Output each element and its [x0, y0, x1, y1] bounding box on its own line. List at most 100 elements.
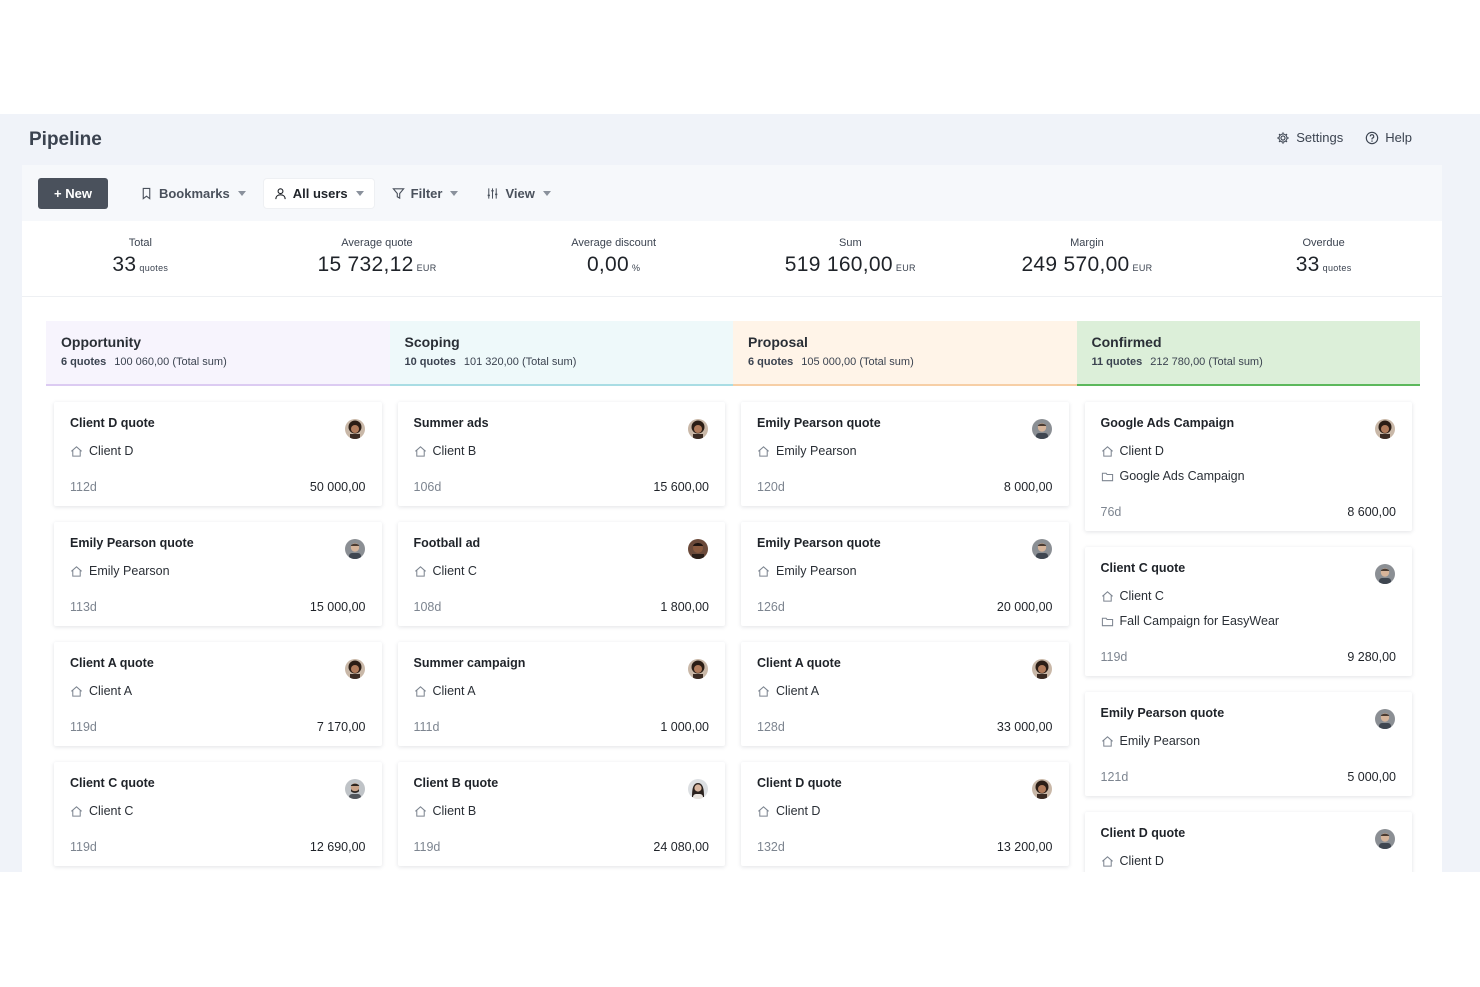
quote-card[interactable]: Client D quote Client D: [1084, 812, 1412, 872]
column-title: Confirmed: [1091, 334, 1162, 350]
avatar: [344, 659, 365, 679]
column-header[interactable]: Opportunity 6 quotes 100 060,00 (Total sum…: [46, 321, 390, 386]
avatar: [1031, 539, 1052, 559]
pipeline-board: Opportunity 6 quotes 100 060,00 (Total sum…: [46, 321, 1420, 872]
client-name: Client C: [432, 564, 477, 578]
client-name: Client D: [776, 804, 821, 818]
quote-card[interactable]: Client B quote Client B 119d 24 080,00: [397, 762, 725, 866]
top-links: Settings Help: [1276, 130, 1412, 145]
quote-card[interactable]: Client C quote Client C 119d 12 690,00: [54, 762, 382, 866]
view-dropdown[interactable]: View: [476, 179, 560, 208]
quote-card[interactable]: Football ad Client C 108d 1 800,00: [397, 522, 725, 626]
quote-card[interactable]: Emily Pearson quote Emily Pearson 113d 15 0…: [54, 522, 382, 626]
bookmarks-label: Bookmarks: [158, 185, 230, 201]
column-header[interactable]: Scoping 10 quotes 101 320,00 (Total sum): [389, 321, 733, 386]
card-amount: 13 200,00: [996, 840, 1053, 854]
card-amount: 12 690,00: [309, 840, 366, 854]
view-label: View: [505, 185, 535, 201]
quote-card[interactable]: Client A quote Client A 128d 33 000,00: [741, 642, 1069, 746]
stat-average-quote: Average quote 15 732,12 EUR: [259, 221, 496, 296]
card-client: Client B: [414, 804, 710, 818]
card-age: 119d: [1100, 650, 1128, 664]
quote-card[interactable]: Emily Pearson quote Emily Pearson 121d 5 00…: [1084, 692, 1412, 796]
card-title: Client B quote: [413, 776, 499, 790]
card-age: 108d: [413, 600, 442, 614]
column-count: 11 quotes: [1091, 356, 1143, 368]
avatar: [344, 539, 365, 559]
quote-card[interactable]: Google Ads Campaign Client D Google Ads Ca…: [1084, 402, 1412, 531]
filter-dropdown[interactable]: Filter: [382, 179, 469, 208]
home-icon: [758, 805, 769, 817]
quote-card[interactable]: Client D quote Client D 132d 13 200,00: [741, 762, 1069, 866]
card-client: Client D: [757, 804, 1053, 818]
card-title: Emily Pearson quote: [757, 536, 881, 550]
quote-card[interactable]: Emily Pearson quote Emily Pearson 126d 20 0…: [741, 522, 1069, 626]
column-summary: 6 quotes 100 060,00 (Total sum): [61, 356, 375, 368]
column-header[interactable]: Proposal 6 quotes 105 000,00 (Total sum): [733, 321, 1077, 386]
stat-margin: Margin 249 570,00 EUR: [969, 221, 1206, 296]
client-name: Emily Pearson: [776, 564, 857, 578]
avatar: [1375, 829, 1395, 849]
card-project: Fall Campaign for EasyWear: [1101, 614, 1397, 628]
client-name: Emily Pearson: [776, 444, 857, 458]
column-count: 10 quotes: [404, 356, 456, 368]
card-footer: 126d 20 000,00: [757, 600, 1053, 614]
stat-unit: %: [632, 263, 641, 273]
chevron-down-icon: [450, 190, 459, 196]
toolbar: + New Bookmarks All users Filter View: [22, 165, 1442, 221]
card-client: Client B: [414, 444, 710, 458]
quote-card[interactable]: Emily Pearson quote Emily Pearson 120d 8 00…: [741, 402, 1069, 506]
avatar: [1031, 779, 1052, 799]
card-footer: 108d 1 800,00: [414, 600, 710, 614]
card-age: 132d: [757, 840, 785, 854]
avatar: [344, 779, 365, 799]
card-footer: 112d 50 000,00: [70, 480, 366, 494]
new-button[interactable]: + New: [38, 177, 108, 209]
stat-label: Average quote: [341, 237, 413, 249]
quote-card[interactable]: Summer ads Client B 106d 15 600,00: [397, 402, 725, 506]
project-name: Fall Campaign for EasyWear: [1119, 614, 1280, 628]
home-icon: [71, 805, 82, 817]
quote-card[interactable]: Client A quote Client A 119d 7 170,00: [54, 642, 382, 746]
card-client: Client C: [70, 804, 366, 818]
card-title: Client A quote: [70, 656, 154, 670]
chevron-down-icon: [355, 190, 364, 196]
stat-label: Margin: [1070, 237, 1104, 249]
settings-link[interactable]: Settings: [1276, 130, 1343, 145]
stat-average-discount: Average discount 0,00%: [495, 221, 732, 296]
card-title: Client A quote: [757, 656, 841, 670]
avatar: [1375, 419, 1395, 439]
stat-value: 249 570,00: [1021, 253, 1130, 276]
card-footer: 113d 15 000,00: [70, 600, 366, 614]
column-sum: 212 780,00 (Total sum): [1150, 356, 1263, 368]
card-amount: 15 600,00: [653, 480, 709, 494]
client-name: Client C: [1119, 589, 1164, 603]
card-age: 112d: [70, 480, 97, 494]
quote-card[interactable]: Client D quote Client D 112d 50 000,00: [54, 402, 382, 506]
card-age: 126d: [757, 600, 785, 614]
card-list: Emily Pearson quote Emily Pearson 120d 8 00…: [733, 386, 1077, 866]
stat-unit: EUR: [895, 263, 916, 273]
card-age: 128d: [757, 720, 785, 734]
column-header[interactable]: Confirmed 11 quotes 212 780,00 (Total sum): [1076, 321, 1420, 386]
card-title: Google Ads Campaign: [1100, 416, 1235, 430]
bookmark-icon: [142, 187, 151, 200]
quote-card[interactable]: Client C quote Client C Fall Campaign for …: [1084, 547, 1412, 676]
quote-card[interactable]: Summer campaign Client A 111d 1 000,00: [397, 642, 725, 746]
card-footer: 119d 9 280,00: [1101, 650, 1397, 664]
stat-total: Total 33 quotes: [22, 221, 259, 296]
client-name: Client B: [432, 444, 477, 458]
filter-icon: [391, 187, 405, 199]
home-icon: [758, 565, 769, 577]
card-footer: 76d 8 600,00: [1101, 505, 1397, 519]
chevron-down-icon: [237, 190, 246, 196]
column-proposal: Proposal 6 quotes 105 000,00 (Total sum) Em…: [733, 321, 1077, 872]
card-client: Client A: [414, 684, 710, 698]
help-icon: [1365, 131, 1379, 144]
card-age: 119d: [70, 720, 97, 734]
bookmarks-dropdown[interactable]: Bookmarks: [130, 179, 256, 208]
app-window: Pipeline Settings Help + New Bookmarks A…: [0, 114, 1480, 872]
help-link[interactable]: Help: [1365, 130, 1412, 145]
card-amount: 9 280,00: [1347, 650, 1396, 664]
users-dropdown[interactable]: All users: [263, 178, 374, 208]
